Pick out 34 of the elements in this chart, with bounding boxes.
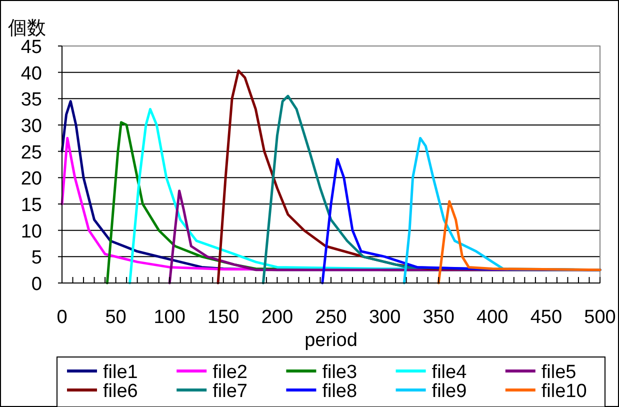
legend-label: file9 — [432, 381, 467, 402]
y-tick-label: 10 — [20, 221, 42, 242]
x-tick-label: 300 — [368, 307, 401, 328]
x-tick-label: 450 — [530, 307, 562, 328]
y-tick-label: 20 — [20, 168, 42, 190]
y-tick-label: 5 — [31, 248, 42, 269]
y-tick-label: 45 — [20, 37, 42, 58]
x-axis-title: period — [304, 330, 358, 351]
legend-label: file4 — [432, 362, 468, 383]
y-tick-label: 40 — [20, 63, 42, 84]
legend-label: file3 — [322, 362, 358, 383]
legend-label: file6 — [103, 381, 138, 402]
y-tick-label: 25 — [20, 142, 42, 164]
x-tick-label: 100 — [154, 307, 186, 328]
legend-label: file10 — [541, 381, 587, 402]
legend-label: file1 — [103, 362, 138, 383]
x-tick-label: 200 — [261, 307, 294, 328]
legend-label: file2 — [212, 362, 248, 383]
y-tick-label: 35 — [20, 90, 42, 111]
x-tick-label: 250 — [315, 307, 347, 328]
x-tick-label: 50 — [105, 307, 126, 328]
legend-label: file7 — [212, 381, 248, 402]
legend-label: file8 — [322, 381, 358, 402]
x-tick-label: 500 — [584, 307, 616, 328]
y-tick-label: 0 — [31, 274, 42, 295]
line-series — [437, 200, 602, 284]
y-tick-label: 15 — [20, 195, 42, 216]
y-axis-title: 個数 — [8, 17, 46, 39]
x-tick-label: 400 — [476, 307, 508, 328]
x-tick-label: 350 — [422, 307, 454, 328]
legend-label: file5 — [541, 362, 576, 383]
y-tick-label: 30 — [20, 116, 42, 137]
x-tick-label: 150 — [208, 307, 240, 328]
x-tick-label: 0 — [56, 307, 68, 328]
